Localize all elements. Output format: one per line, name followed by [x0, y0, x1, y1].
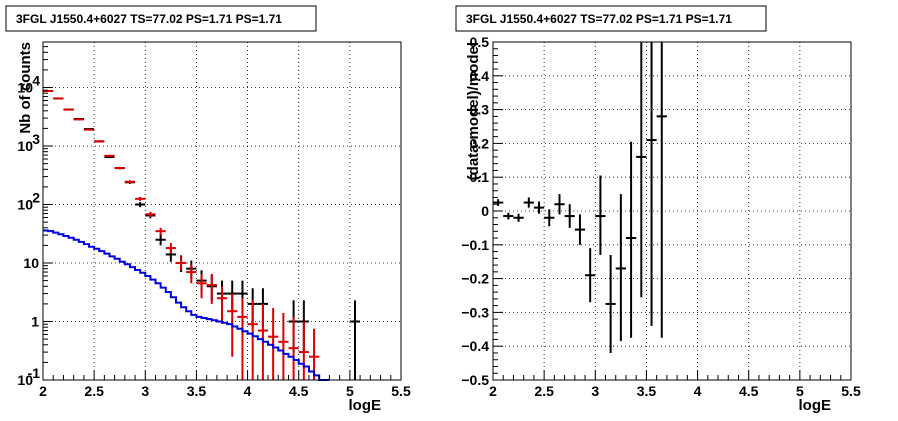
y-tick-label: −0.4: [461, 338, 489, 354]
series-1: [43, 90, 320, 380]
data-point: [349, 300, 361, 380]
data-point: [503, 212, 514, 220]
x-tick-label: 5.5: [391, 383, 411, 399]
y-tick-exponent: 4: [32, 73, 40, 89]
title-box: 3FGL J1550.4+6027 TS=77.02 PS=1.71 PS=1.…: [5, 5, 317, 32]
data-point: [554, 194, 565, 215]
data-point: [523, 197, 534, 208]
data-point: [155, 227, 166, 236]
data-point: [237, 298, 248, 380]
data-point: [135, 202, 146, 208]
data-point: [175, 256, 187, 271]
x-tick-label: 5: [796, 383, 804, 399]
data-point: [636, 42, 647, 298]
data-point: [206, 273, 217, 304]
data-point: [625, 141, 637, 338]
series-0: [493, 42, 667, 353]
data-point: [165, 242, 176, 254]
data-point: [574, 214, 586, 245]
data-point: [656, 42, 667, 338]
y-tick-exponent: 3: [32, 131, 40, 147]
y-tick-label: 10: [17, 80, 33, 96]
data-point: [278, 312, 289, 380]
data-point: [493, 199, 504, 206]
data-point: [104, 154, 115, 157]
x-tick-label: 2: [39, 383, 47, 399]
data-point: [595, 175, 606, 255]
y-tick-label: 0.2: [470, 135, 490, 151]
data-point: [533, 201, 545, 214]
plot-frame: [42, 41, 402, 381]
x-tick-label: 4.5: [739, 383, 759, 399]
y-tick-label: 1: [31, 314, 39, 330]
data-point: [544, 209, 555, 227]
x-tick-label: 4.5: [289, 383, 309, 399]
y-tick-label: 0.1: [470, 169, 490, 185]
y-tick-label: 0: [481, 203, 489, 219]
data-point: [155, 234, 166, 246]
x-tick-label: 3.5: [637, 383, 657, 399]
data-point: [73, 118, 84, 121]
data-point: [63, 108, 74, 111]
y-tick-label: −0.1: [461, 237, 489, 253]
y-tick-label: 10: [23, 255, 39, 271]
y-tick-exponent: -1: [28, 365, 41, 381]
data-point: [83, 128, 95, 131]
title-box: 3FGL J1550.4+6027 TS=77.02 PS=1.71 PS=1.…: [455, 5, 767, 32]
data-point: [43, 90, 54, 93]
y-tick-label: 10: [17, 372, 33, 388]
data-point: [94, 140, 105, 143]
y-tick-label: −0.5: [461, 372, 489, 388]
data-point: [53, 97, 64, 100]
x-tick-label: 3.5: [187, 383, 207, 399]
data-point: [298, 321, 309, 380]
series-2: [43, 229, 330, 381]
data-point: [216, 286, 228, 322]
data-point: [615, 194, 626, 342]
x-axis-label: logE: [349, 397, 382, 414]
model-step-line: [43, 229, 330, 381]
y-tick-label: 0.5: [470, 34, 490, 50]
data-point: [513, 213, 524, 222]
x-tick-label: 2.5: [534, 383, 554, 399]
y-tick-label: −0.2: [461, 271, 489, 287]
x-tick-label: 4: [694, 383, 702, 399]
x-axis-label: logE: [799, 397, 832, 414]
x-tick-label: 3: [591, 383, 599, 399]
x-tick-label: 4: [244, 383, 252, 399]
data-point: [114, 166, 125, 170]
y-tick-label: 10: [17, 197, 33, 213]
data-point: [247, 300, 258, 380]
y-axis-label: (data-model)/model: [465, 42, 482, 180]
y-tick-label: −0.3: [461, 304, 489, 320]
data-point: [124, 180, 136, 184]
x-tick-label: 5.5: [841, 383, 861, 399]
data-point: [196, 273, 207, 299]
data-point: [288, 316, 299, 380]
x-tick-label: 2.5: [84, 383, 104, 399]
y-axis-label: Nb of counts: [17, 42, 34, 134]
y-tick-label: 10: [17, 138, 33, 154]
chart-title: 3FGL J1550.4+6027 TS=77.02 PS=1.71 PS=1.…: [466, 12, 732, 26]
chart-title: 3FGL J1550.4+6027 TS=77.02 PS=1.71 PS=1.…: [16, 12, 282, 26]
data-point: [145, 211, 156, 218]
data-point: [646, 42, 657, 326]
x-tick-label: 3: [141, 383, 149, 399]
data-point: [585, 248, 596, 303]
data-point: [186, 264, 197, 284]
x-tick-label: 5: [346, 383, 354, 399]
data-point: [605, 254, 616, 353]
x-tick-label: 2: [489, 383, 497, 399]
data-point: [564, 204, 575, 228]
y-tick-label: 0.3: [470, 102, 490, 118]
data-point: [135, 196, 146, 201]
residual-panel: 2 2.5 3 3.5 4 4.5 5 5.5 −0.5 −0.4 −0.3 −0.2 −0.1 0 0.1…: [455, 5, 861, 414]
y-tick-exponent: 2: [32, 190, 40, 206]
y-tick-label: 0.4: [470, 68, 490, 84]
